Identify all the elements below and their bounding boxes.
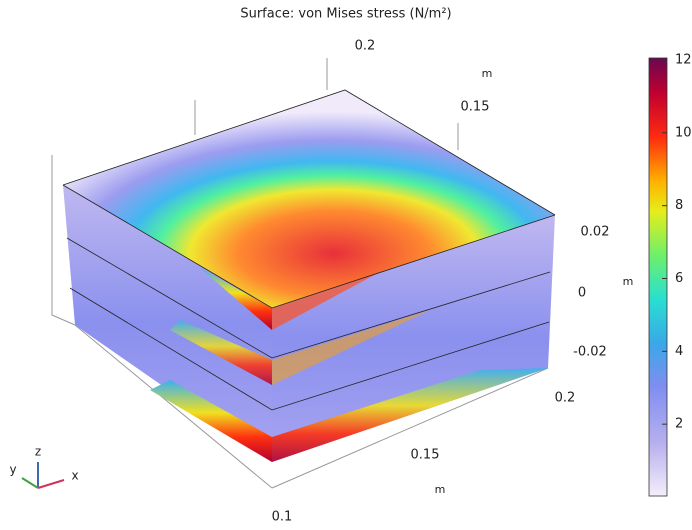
- axis-tick-label: 0.2: [355, 39, 376, 54]
- triad: [21, 462, 65, 489]
- surface-body: [62, 89, 556, 462]
- axis-tick-label: 0: [578, 286, 586, 301]
- colorbar-tick-label: 2: [675, 417, 683, 432]
- axis-frame: [51, 58, 549, 489]
- colorbar-tick-label: 4: [675, 344, 683, 359]
- axis-label: m: [435, 483, 446, 496]
- colorbar-tick-label: 10: [675, 125, 692, 140]
- colorbar: [648, 57, 668, 497]
- axis-label: m: [482, 67, 493, 80]
- triad-label: y: [9, 463, 16, 477]
- axis-tick-label: 0.15: [411, 448, 440, 463]
- colorbar-tick-label: 8: [675, 198, 683, 213]
- axis-tick-label: 0.1: [272, 510, 293, 525]
- chart-title: Surface: von Mises stress (N/m²): [240, 7, 451, 22]
- axis-label: m: [623, 275, 634, 288]
- colorbar-tick-label: 12: [675, 53, 692, 68]
- axis-tick-label: 0.15: [461, 100, 490, 115]
- triad-label: x: [71, 469, 78, 483]
- axis-tick-label: 0.2: [555, 391, 576, 406]
- colorbar-tick-label: 6: [675, 271, 683, 286]
- triad-label: z: [35, 445, 41, 459]
- axis-tick-label: -0.02: [573, 345, 607, 360]
- axis-tick-label: 0.02: [581, 225, 610, 240]
